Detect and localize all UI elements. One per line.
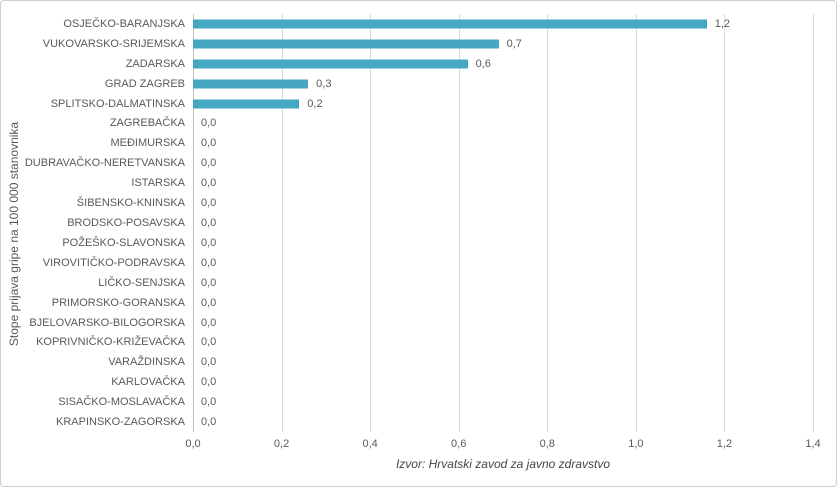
- bar-value-label: 0,6: [475, 57, 491, 70]
- gridline: [370, 14, 372, 432]
- category-label: ZAGREBAČKA: [109, 117, 185, 130]
- category-label: PRIMORSKO-GORANSKA: [51, 296, 185, 309]
- bar-row: GRAD ZAGREB 0,3: [105, 74, 813, 94]
- category-label: BRODSKO-POSAVSKA: [67, 217, 185, 230]
- category-label: GRAD ZAGREB: [104, 77, 185, 90]
- plot-area: OSJEČKO-BARANJSKA 1,2 VUKOVARSKO-SRIJEMSKA…: [25, 14, 814, 432]
- bar-value-label: 0,0: [201, 137, 217, 150]
- bar-rows: OSJEČKO-BARANJSKA 1,2 VUKOVARSKO-SRIJEMSKA…: [25, 14, 813, 432]
- bar-row: MEĐIMURSKA 0,0: [110, 133, 813, 153]
- bar-value-label: 0,0: [201, 157, 217, 170]
- bar-row: KRAPINSKO-ZAGORSKA 0,0: [56, 412, 813, 432]
- bar-row: POŽEŠKO-SLAVONSKA 0,0: [62, 233, 813, 253]
- bar-value-label: 0,0: [201, 336, 217, 349]
- gridline: [458, 14, 460, 432]
- bar: [193, 99, 300, 109]
- bar-row: BRODSKO-POSAVSKA 0,0: [67, 213, 813, 233]
- bar-value-label: 0,0: [201, 316, 217, 329]
- bar-row: ŠIBENSKO-KNINSKA 0,0: [77, 193, 813, 213]
- gridline: [547, 14, 549, 432]
- category-label: ŠIBENSKO-KNINSKA: [76, 197, 185, 210]
- bar-value-label: 0,0: [201, 217, 217, 230]
- bar: [193, 19, 707, 29]
- bar-row: KOPRIVNIČKO-KRIŽEVAČKA 0,0: [36, 333, 813, 353]
- category-label: MEĐIMURSKA: [110, 137, 185, 150]
- bar-value-label: 0,0: [201, 197, 217, 210]
- bar-row: SISAČKO-MOSLAVAČKA 0,0: [58, 392, 813, 412]
- bar-row: ISTARSKA 0,0: [131, 173, 813, 193]
- bar-value-label: 0,0: [201, 376, 217, 389]
- category-label: VUKOVARSKO-SRIJEMSKA: [42, 37, 185, 50]
- x-tick-label: 0,4: [362, 438, 378, 450]
- category-label: KRAPINSKO-ZAGORSKA: [56, 416, 185, 429]
- x-tick-label: 1,0: [628, 438, 644, 450]
- category-label: ISTARSKA: [131, 177, 185, 190]
- category-label: OSJEČKO-BARANJSKA: [63, 17, 185, 30]
- category-label: BJELOVARSKO-BILOGORSKA: [29, 316, 185, 329]
- gridline: [724, 14, 726, 432]
- x-tick-label: 0,2: [273, 438, 290, 450]
- category-label: SPLITSKO-DALMATINSKA: [50, 97, 185, 110]
- bar-value-label: 0,0: [201, 416, 217, 429]
- x-axis-title: Izvor: Hrvatski zavod za javno zdravstvo: [395, 457, 611, 471]
- bar-row: OSJEČKO-BARANJSKA 1,2: [63, 14, 813, 34]
- bar-value-label: 0,0: [201, 256, 217, 269]
- x-tick-label: 1,4: [805, 438, 821, 450]
- bar-row: VIROVITIČKO-PODRAVSKA 0,0: [43, 253, 813, 273]
- x-tick-label: 0,8: [539, 438, 555, 450]
- x-tick-label: 1,2: [716, 438, 733, 450]
- bar-value-label: 0,0: [201, 177, 217, 190]
- bar-row: ZADARSKA 0,6: [126, 54, 813, 74]
- bar: [193, 59, 468, 69]
- bar-row: VUKOVARSKO-SRIJEMSKA 0,7: [43, 34, 813, 54]
- category-label: KARLOVAČKA: [111, 376, 185, 389]
- x-axis-ticks: 0,0 0,2 0,4 0,6 0,8 1,0 1,2 1,4: [185, 438, 820, 452]
- gridline: [281, 14, 283, 432]
- bar-value-label: 0,0: [201, 117, 217, 130]
- bar-value-label: 1,2: [714, 17, 730, 30]
- bar-value-label: 0,0: [201, 296, 217, 309]
- bar-row: VARAŽDINSKA 0,0: [108, 352, 813, 372]
- category-label: LIČKO-SENJSKA: [98, 276, 185, 289]
- x-tick-label: 0,6: [451, 438, 467, 450]
- category-label: ZADARSKA: [125, 57, 185, 70]
- bar: [193, 39, 499, 49]
- category-label: KOPRIVNIČKO-KRIŽEVAČKA: [36, 336, 185, 349]
- bar-row: DUBRAVAČKO-NERETVANSKA 0,0: [25, 153, 813, 173]
- bar-row: LIČKO-SENJSKA 0,0: [98, 273, 813, 293]
- bar-value-label: 0,0: [201, 396, 217, 409]
- bar-row: BJELOVARSKO-BILOGORSKA 0,0: [29, 313, 813, 333]
- bar-value-label: 0,7: [506, 37, 522, 50]
- category-label: VIROVITIČKO-PODRAVSKA: [42, 256, 185, 269]
- category-label: POŽEŠKO-SLAVONSKA: [62, 236, 185, 249]
- bar-row: PRIMORSKO-GORANSKA 0,0: [52, 293, 813, 313]
- bar-value-label: 0,2: [307, 97, 323, 110]
- category-label: DUBRAVAČKO-NERETVANSKA: [24, 157, 185, 170]
- bar-value-label: 0,0: [201, 236, 217, 249]
- bar-row: KARLOVAČKA 0,0: [111, 372, 813, 392]
- category-label: VARAŽDINSKA: [108, 356, 185, 369]
- y-axis-title: Stope prijava gripe na 100 000 stanovnik…: [7, 121, 21, 347]
- category-axis-line: [193, 14, 194, 432]
- x-tick-label: 0,0: [185, 438, 201, 450]
- gridline: [813, 14, 814, 432]
- bar-value-label: 0,0: [201, 276, 217, 289]
- category-label: SISAČKO-MOSLAVAČKA: [58, 396, 185, 409]
- bar-value-label: 0,3: [316, 77, 332, 90]
- bar-row: ZAGREBAČKA 0,0: [110, 114, 813, 134]
- bar-row: SPLITSKO-DALMATINSKA 0,2: [51, 94, 813, 114]
- bar-value-label: 0,0: [201, 356, 217, 369]
- bar: [193, 79, 309, 89]
- gridline: [635, 14, 637, 432]
